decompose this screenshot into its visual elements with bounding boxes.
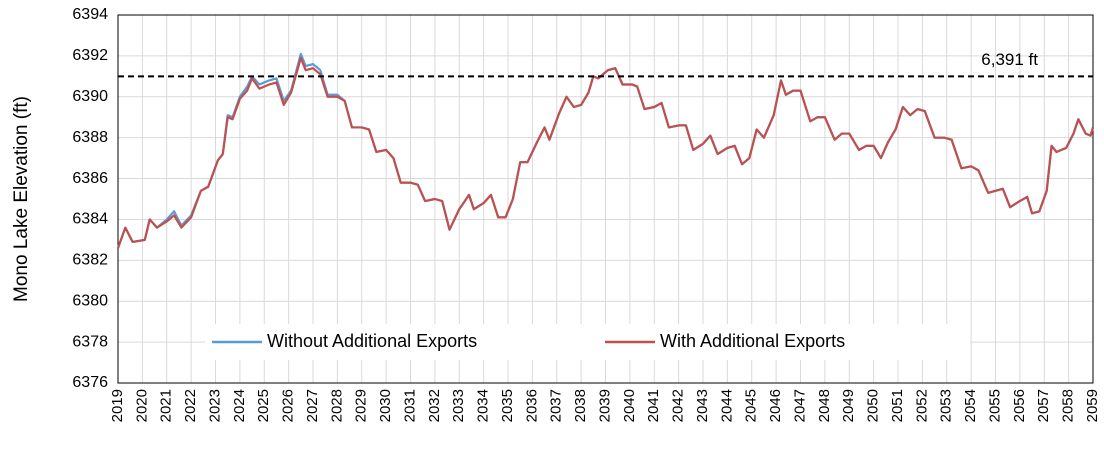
x-tick-label: 2037 [548,389,565,422]
x-tick-label: 2030 [377,389,394,422]
x-tick-label: 2029 [353,389,370,422]
x-tick-label: 2057 [1035,389,1052,422]
legend-label: Without Additional Exports [267,331,477,351]
reference-label: 6,391 ft [981,50,1038,69]
x-tick-label: 2042 [670,389,687,422]
x-tick-label: 2044 [718,389,735,422]
x-tick-label: 2024 [231,389,248,422]
x-tick-label: 2045 [743,389,760,422]
x-tick-label: 2028 [328,389,345,422]
x-tick-label: 2050 [865,389,882,422]
x-tick-label: 2020 [133,389,150,422]
x-tick-label: 2049 [840,389,857,422]
x-tick-label: 2056 [1011,389,1028,422]
x-tick-label: 2055 [986,389,1003,422]
x-tick-label: 2034 [475,389,492,422]
x-tick-label: 2047 [791,389,808,422]
y-tick-label: 6380 [72,292,108,309]
x-tick-label: 2035 [499,389,516,422]
x-tick-label: 2025 [255,389,272,422]
x-tick-label: 2027 [304,389,321,422]
x-tick-label: 2032 [426,389,443,422]
x-tick-label: 2040 [621,389,638,422]
x-tick-label: 2059 [1084,389,1101,422]
y-tick-label: 6390 [72,88,108,105]
x-tick-label: 2026 [280,389,297,422]
x-tick-label: 2021 [158,389,175,422]
x-tick-label: 2053 [938,389,955,422]
y-tick-label: 6388 [72,129,108,146]
y-tick-label: 6384 [72,211,108,228]
x-tick-label: 2046 [767,389,784,422]
y-tick-label: 6378 [72,333,108,350]
x-tick-label: 2048 [816,389,833,422]
y-tick-label: 6394 [72,6,108,23]
y-tick-label: 6376 [72,374,108,391]
x-tick-label: 2052 [913,389,930,422]
x-tick-label: 2036 [523,389,540,422]
x-tick-label: 2051 [889,389,906,422]
x-tick-label: 2031 [401,389,418,422]
y-axis-label: Mono Lake Elevation (ft) [11,96,32,302]
x-tick-label: 2033 [450,389,467,422]
x-tick-label: 2041 [645,389,662,422]
series-line [116,56,1095,249]
legend-box [205,324,970,360]
y-tick-label: 6382 [72,252,108,269]
x-tick-label: 2039 [596,389,613,422]
x-tick-label: 2058 [1060,389,1077,422]
x-tick-label: 2038 [572,389,589,422]
x-tick-label: 2043 [694,389,711,422]
y-tick-label: 6386 [72,170,108,187]
plot-frame [117,14,1094,384]
legend-label: With Additional Exports [660,331,845,351]
x-tick-label: 2019 [109,389,126,422]
x-tick-label: 2022 [182,389,199,422]
y-tick-label: 6392 [72,47,108,64]
x-tick-label: 2023 [206,389,223,422]
x-tick-label: 2054 [962,389,979,422]
